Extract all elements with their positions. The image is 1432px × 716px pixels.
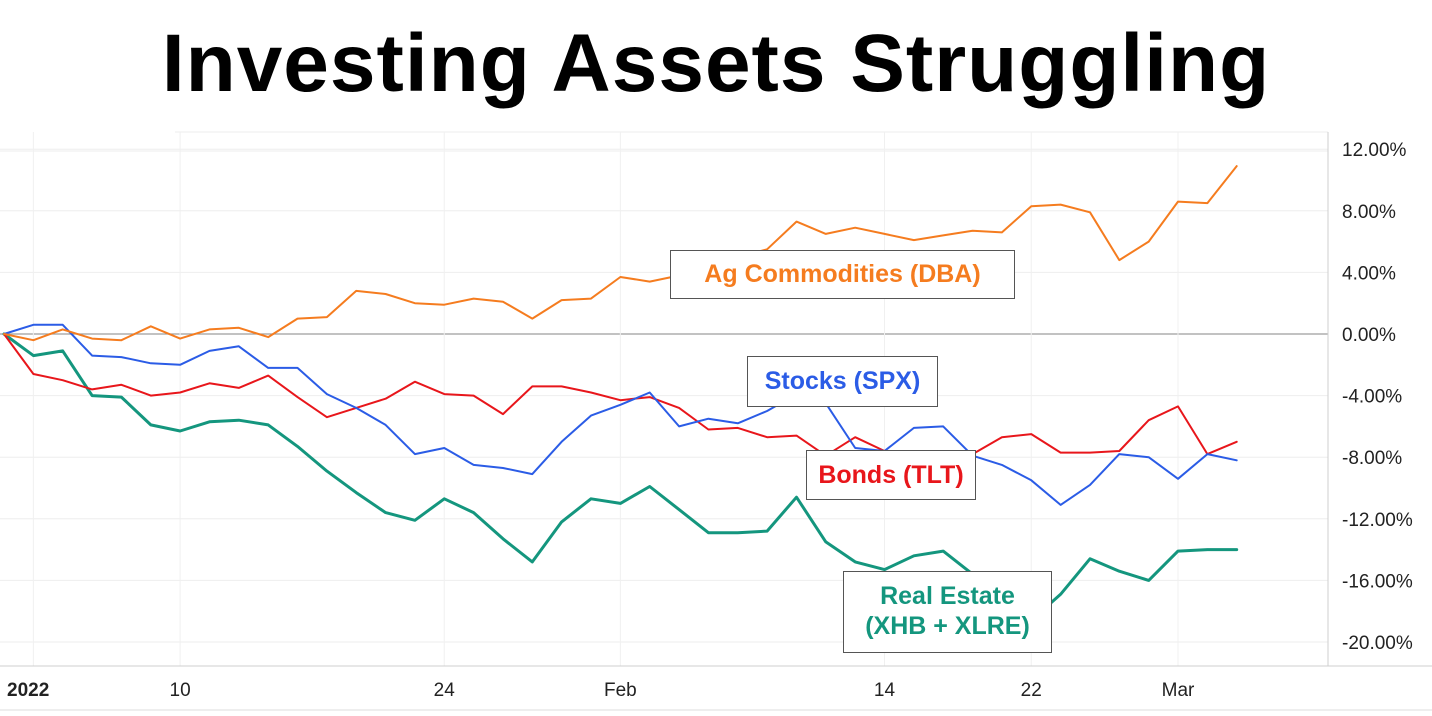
y-tick-label: -8.00%	[1342, 448, 1402, 469]
x-tick-label: 2022	[7, 680, 49, 701]
y-tick-label: -12.00%	[1342, 510, 1413, 531]
label-bonds: Bonds (TLT)	[806, 450, 976, 500]
y-tick-label: 12.00%	[1342, 140, 1407, 161]
y-tick-label: -4.00%	[1342, 387, 1402, 408]
x-tick-label: 24	[434, 680, 456, 701]
series-line-ag-commodities	[3, 165, 1238, 342]
x-tick-label: Feb	[604, 680, 637, 701]
y-tick-label: 0.00%	[1342, 325, 1396, 346]
label-ag-commodities: Ag Commodities (DBA)	[670, 250, 1015, 299]
y-tick-label: 4.00%	[1342, 263, 1396, 284]
label-real-estate-text: Real Estate	[880, 582, 1015, 610]
x-tick-label: 14	[874, 680, 896, 701]
label-stocks: Stocks (SPX)	[747, 356, 938, 407]
axes	[0, 132, 1432, 711]
label-real-estate: Real Estate (XHB + XLRE)	[843, 571, 1052, 653]
label-stocks-text: Stocks (SPX)	[764, 367, 921, 395]
y-tick-label: -20.00%	[1342, 633, 1413, 654]
series-line-stocks	[3, 323, 1238, 506]
label-real-estate-text2: (XHB + XLRE)	[865, 612, 1030, 640]
chart-title: Investing Assets Struggling	[161, 18, 1271, 109]
x-tick-label: 10	[170, 680, 191, 701]
y-tick-label: -16.00%	[1342, 571, 1413, 592]
x-tick-labels: 2022 10 24 Feb 14 22 Mar	[7, 680, 1195, 701]
y-tick-label: 8.00%	[1342, 202, 1396, 223]
y-tick-labels: 12.00% 8.00% 4.00% 0.00% -4.00% -8.00% -12.00%…	[1342, 140, 1413, 654]
label-ag-commodities-text: Ag Commodities (DBA)	[704, 260, 981, 288]
label-bonds-text: Bonds (TLT)	[818, 461, 964, 489]
grid-lines	[0, 131, 1328, 666]
x-tick-label: 22	[1021, 680, 1042, 701]
x-tick-label: Mar	[1162, 680, 1195, 701]
series-line-bonds	[3, 333, 1238, 457]
